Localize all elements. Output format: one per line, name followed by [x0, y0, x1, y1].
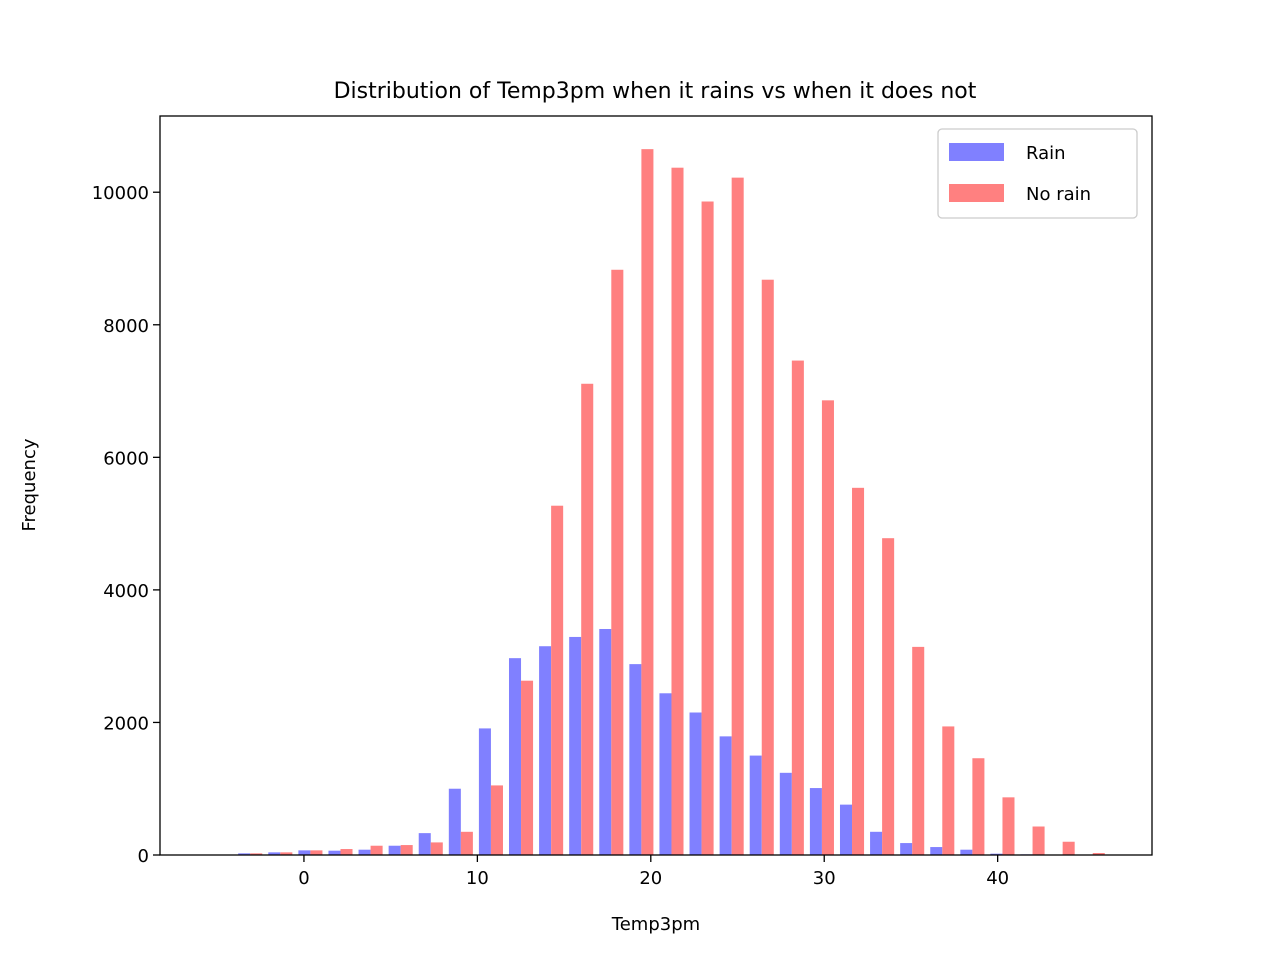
- legend-label-no-rain: No rain: [1026, 184, 1091, 205]
- y-tick-label: 0: [138, 846, 149, 867]
- bar-rain: [569, 636, 582, 855]
- bar-rain: [418, 833, 431, 855]
- bar-rain: [960, 849, 973, 855]
- bar-rain: [629, 664, 642, 855]
- x-tick-label: 0: [298, 868, 309, 889]
- bar-rain: [839, 804, 853, 855]
- bar-no-rain: [972, 758, 985, 855]
- bar-rain: [478, 728, 491, 855]
- bar-no-rain: [942, 726, 955, 855]
- y-tick-label: 10000: [92, 183, 149, 204]
- x-tick-label: 10: [466, 868, 489, 889]
- bar-rain: [779, 772, 792, 855]
- bar-rain: [268, 852, 281, 855]
- x-tick-label: 40: [986, 868, 1009, 889]
- bar-rain: [870, 831, 883, 855]
- bar-rain: [749, 755, 762, 855]
- bar-no-rain: [1062, 841, 1075, 855]
- bar-no-rain: [731, 177, 744, 856]
- bar-no-rain: [641, 149, 654, 855]
- legend-swatch-rain: [949, 143, 1004, 161]
- bar-no-rain: [882, 538, 895, 855]
- bar-no-rain: [791, 360, 804, 855]
- bar-no-rain: [310, 850, 323, 855]
- bar-rain: [328, 850, 341, 855]
- bar-rain: [388, 845, 401, 855]
- bar-rain: [539, 646, 552, 855]
- bar-no-rain: [460, 831, 473, 855]
- bar-rain: [358, 849, 371, 855]
- x-axis-ticks: 0 10 20 30 40: [298, 855, 1009, 889]
- bar-no-rain: [551, 505, 564, 855]
- bar-rain: [930, 847, 943, 855]
- bar-no-rain: [521, 680, 534, 855]
- legend-swatch-no-rain: [949, 184, 1004, 202]
- bar-no-rain: [671, 167, 684, 856]
- bar-no-rain: [1002, 797, 1015, 855]
- y-tick-label: 8000: [103, 316, 149, 337]
- x-tick-label: 30: [813, 868, 836, 889]
- bar-rain: [689, 712, 702, 855]
- bar-no-rain: [611, 269, 624, 855]
- y-tick-label: 6000: [103, 448, 149, 469]
- y-axis-ticks: 0 2000 4000 6000 8000 10000: [92, 183, 160, 867]
- bar-no-rain: [1032, 826, 1045, 855]
- bar-no-rain: [701, 201, 714, 855]
- bar-rain: [448, 788, 461, 855]
- bars-group: [208, 149, 1105, 856]
- bar-rain: [238, 853, 251, 855]
- bar-rain: [990, 853, 1003, 855]
- bar-no-rain: [400, 845, 413, 855]
- bar-rain: [298, 850, 311, 855]
- bar-rain: [900, 843, 913, 855]
- legend-label-rain: Rain: [1026, 143, 1066, 164]
- bar-no-rain: [430, 842, 443, 855]
- bar-rain: [659, 693, 672, 855]
- bar-no-rain: [1092, 853, 1105, 855]
- bar-rain: [508, 658, 522, 855]
- bar-no-rain: [280, 852, 293, 855]
- bar-rain: [719, 736, 732, 855]
- bar-no-rain: [250, 853, 263, 855]
- legend: Rain No rain: [937, 128, 1138, 219]
- chart-title: Distribution of Temp3pm when it rains vs…: [334, 79, 977, 104]
- x-axis-label: Temp3pm: [611, 914, 700, 935]
- y-axis-label: Frequency: [19, 438, 40, 531]
- bar-rain: [599, 628, 612, 855]
- x-tick-label: 20: [639, 868, 662, 889]
- bar-no-rain: [370, 845, 383, 855]
- plot-area-frame: [159, 115, 1153, 856]
- bar-no-rain: [852, 487, 865, 855]
- y-tick-label: 4000: [103, 581, 149, 602]
- bar-no-rain: [581, 383, 594, 855]
- bar-no-rain: [912, 646, 925, 855]
- y-tick-label: 2000: [103, 713, 149, 734]
- bar-rain: [809, 788, 822, 855]
- bar-no-rain: [761, 279, 774, 855]
- bar-no-rain: [821, 400, 834, 855]
- bar-no-rain: [490, 785, 503, 855]
- bar-no-rain: [340, 849, 353, 855]
